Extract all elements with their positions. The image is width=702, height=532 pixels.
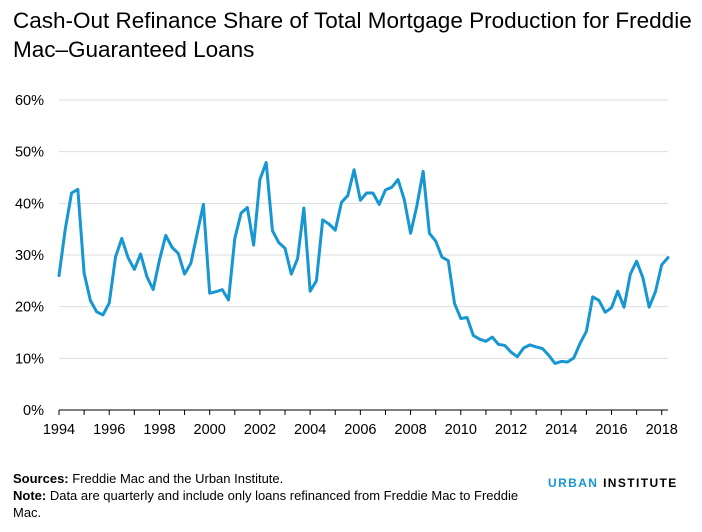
urban-institute-logo: URBAN INSTITUTE	[548, 476, 678, 490]
x-tick-label-0: 1994	[43, 422, 75, 438]
x-tick-label-4: 2002	[244, 422, 276, 438]
x-tick-label-7: 2008	[394, 422, 426, 438]
y-tick-label-6: 60%	[15, 93, 44, 109]
note-text: Data are quarterly and include only loan…	[13, 488, 519, 520]
x-tick-label-11: 2016	[595, 422, 627, 438]
sources-line: Sources: Freddie Mac and the Urban Insti…	[13, 470, 533, 487]
gridlines	[59, 99, 668, 359]
y-tick-label-1: 10%	[15, 351, 44, 367]
y-tick-label-3: 30%	[15, 248, 44, 264]
sources-text: Freddie Mac and the Urban Institute.	[68, 471, 284, 486]
logo-word-institute: INSTITUTE	[598, 476, 678, 490]
y-tick-label-5: 50%	[15, 145, 44, 161]
note-label: Note:	[13, 488, 47, 503]
y-tick-label-0: 0%	[23, 403, 44, 419]
y-tick-label-2: 20%	[15, 300, 44, 316]
y-axis-tick-labels: 0% 10% 20% 30% 40% 50% 60%	[15, 93, 44, 419]
x-tick-label-10: 2014	[545, 422, 577, 438]
x-axis-tick-labels: 1994 1996 1998 2000 2002 2004 2006 2008 2010 2012…	[43, 422, 678, 438]
x-axis	[58, 409, 668, 415]
x-tick-label-2: 1998	[143, 422, 175, 438]
logo-word-urban: URBAN	[548, 476, 599, 490]
y-tick-label-4: 40%	[15, 196, 44, 212]
sources-label: Sources:	[13, 471, 69, 486]
x-tick-label-3: 2000	[194, 422, 226, 438]
x-tick-label-5: 2004	[294, 422, 326, 438]
series-line-0	[57, 161, 670, 365]
x-tick-label-6: 2006	[344, 422, 376, 438]
x-tick-label-1: 1996	[93, 422, 125, 438]
x-tick-label-12: 2018	[646, 422, 678, 438]
x-tick-label-8: 2010	[445, 422, 477, 438]
series-lines	[57, 161, 670, 365]
chart-footer: Sources: Freddie Mac and the Urban Insti…	[13, 470, 533, 521]
x-tick-label-9: 2012	[495, 422, 527, 438]
chart-title: Cash-Out Refinance Share of Total Mortga…	[13, 8, 692, 62]
note-line: Note: Data are quarterly and include onl…	[13, 487, 533, 521]
